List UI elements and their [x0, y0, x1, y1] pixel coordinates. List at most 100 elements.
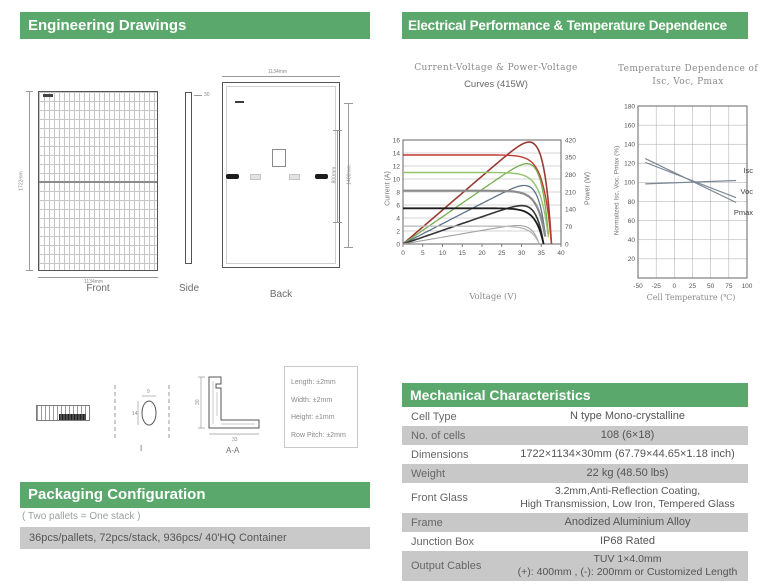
svg-text:10: 10: [393, 176, 401, 183]
spec-row: Weight 22 kg (48.50 lbs): [402, 464, 748, 483]
packaging-detail-bar: 36pcs/pallets, 72pcs/stack, 936pcs/ 40'H…: [20, 527, 370, 549]
svg-text:280: 280: [565, 172, 576, 179]
pv-curve-0: [402, 141, 553, 245]
svg-text:-50: -50: [633, 283, 643, 290]
spec-label: Cell Type: [411, 410, 457, 423]
mounting-mark-left: [250, 174, 261, 180]
svg-text:100: 100: [742, 283, 753, 290]
spec-label: Dimensions: [411, 448, 469, 461]
pv-curve-3: [402, 204, 545, 245]
svg-text:5: 5: [421, 250, 425, 257]
back-hole-outer-dimension-line: [348, 103, 349, 247]
spec-row: Frame Anodized Aluminium Alloy: [402, 513, 748, 532]
svg-text:350: 350: [565, 155, 576, 162]
back-width-dimension-line: [222, 76, 340, 77]
svg-text:14: 14: [393, 150, 401, 157]
tolerance-width: Width: ±2mm: [291, 396, 333, 404]
iv-curve-4: [403, 225, 540, 244]
svg-text:25: 25: [689, 283, 697, 290]
spec-label: Weight: [411, 467, 446, 480]
pallet-stack-drawing: [36, 405, 90, 421]
front-height-dimension: 1722mm: [18, 171, 25, 191]
side-view-label: Side: [178, 283, 199, 294]
dim-tick: [344, 247, 353, 248]
svg-text:35: 35: [538, 250, 546, 257]
svg-text:16: 16: [393, 137, 401, 144]
normalized-axis-label: Normalized Isc, Voc, Pmax (%): [613, 145, 621, 236]
back-view-label: Back: [269, 289, 293, 300]
spec-value: 22 kg (48.50 lbs): [586, 467, 669, 479]
spec-row: Front Glass 3.2mm,Anti-Reflection Coating…: [402, 483, 748, 513]
svg-text:180: 180: [624, 103, 635, 110]
current-axis-label: Current (A): [384, 171, 392, 206]
temp-y-axis-ticks: 20 40 60 80 100 120 140 160 180: [624, 103, 635, 263]
svg-text:420: 420: [565, 137, 576, 144]
svg-text:-25: -25: [651, 283, 661, 290]
temp-line-label-voc: Voc: [740, 187, 753, 196]
temperature-dependence-chart: 20 40 60 80 100 120 140 160 180 -50 -25 0 25 50 75 100 I…: [624, 103, 753, 290]
cable-connector-left: [226, 174, 239, 179]
mounting-hole-detail-drawing: 9 14 I: [114, 385, 170, 453]
svg-text:210: 210: [565, 189, 576, 196]
spec-row: Junction Box IP68 Rated: [402, 532, 748, 551]
iv-pv-curves-chart: 0 2 4 6 8 10 12 14 16 0 70 140 210 280 350 420 0 5 10 15 20 2…: [393, 137, 576, 257]
svg-text:40: 40: [557, 250, 565, 257]
svg-text:70: 70: [565, 224, 573, 231]
svg-text:8: 8: [396, 189, 400, 196]
dim-tick: [333, 130, 342, 131]
pallet-feet: [59, 414, 86, 420]
frame-cross-section-drawing: 30 33 A-A: [195, 376, 260, 455]
front-height-dimension-line: [29, 91, 30, 271]
tolerance-height: Height: ±1mm: [291, 414, 335, 421]
svg-text:2: 2: [396, 228, 400, 235]
svg-text:80: 80: [628, 199, 636, 206]
svg-text:12: 12: [393, 163, 401, 170]
svg-text:0: 0: [673, 283, 677, 290]
iv-curve-1: [403, 171, 550, 238]
temp-line-label-pmax: Pmax: [734, 208, 753, 217]
slot-width-dimension: 9: [147, 389, 150, 395]
svg-text:140: 140: [565, 207, 576, 214]
engineering-drawings-header: Engineering Drawings: [20, 12, 370, 39]
back-hole-outer-dimension: 1400mm: [346, 165, 353, 185]
iv-curve-0: [403, 154, 553, 245]
spec-row: Output Cables TUV 1×4.0mm (+): 400mm , (-)…: [402, 551, 748, 581]
temp-chart-title: Temperature Dependence of Isc, Voc, Pmax: [617, 64, 759, 87]
iv-chart-title: Current-Voltage & Power-Voltage: [414, 63, 578, 73]
svg-text:75: 75: [725, 283, 733, 290]
svg-text:10: 10: [439, 250, 447, 257]
spec-value: Anodized Aluminium Alloy: [564, 516, 691, 528]
tolerance-row-pitch: Row Pitch: ±2mm: [291, 431, 346, 439]
spec-row: Dimensions 1722×1134×30mm (67.79×44.65×1.…: [402, 445, 748, 464]
side-thickness-dimension: 30: [204, 92, 210, 98]
svg-text:25: 25: [498, 250, 506, 257]
spec-row: No. of cells 108 (6×18): [402, 426, 748, 445]
dim-tick: [333, 222, 342, 223]
temp-line-pmax: [645, 158, 737, 204]
junction-box-drawing: [272, 149, 286, 167]
spec-value: TUV 1×4.0mm (+): 400mm , (-): 200mm or Cu…: [517, 553, 738, 578]
back-width-dimension: 1134mm: [268, 69, 288, 75]
packaging-configuration-header: Packaging Configuration: [20, 482, 370, 508]
frame-profile-shape: [208, 376, 260, 429]
svg-text:50: 50: [707, 283, 715, 290]
section-view-label: A-A: [226, 446, 240, 455]
spec-value: 3.2mm,Anti-Reflection Coating, High Trans…: [520, 485, 735, 510]
mounting-slot-shape: [141, 400, 157, 426]
svg-text:60: 60: [628, 218, 636, 225]
svg-text:20: 20: [478, 250, 486, 257]
module-side-view-drawing: [185, 92, 192, 264]
electrical-performance-header: Electrical Performance & Temperature Dep…: [402, 12, 748, 39]
iv-left-axis-ticks: 0 2 4 6 8 10 12 14 16: [393, 137, 401, 248]
side-thickness-dimension-line: [194, 95, 202, 96]
pv-curve-1: [402, 163, 550, 245]
svg-text:15: 15: [459, 250, 467, 257]
packaging-note: ( Two pallets = One stack ): [22, 511, 141, 522]
voltage-axis-label: Voltage (V): [469, 292, 517, 302]
frame-foot-dimension: 33: [232, 437, 238, 443]
svg-text:100: 100: [624, 180, 635, 187]
temp-plot-border: [637, 105, 748, 279]
dim-tick: [26, 91, 33, 92]
svg-text:40: 40: [628, 237, 636, 244]
spec-value: 108 (6×18): [600, 429, 655, 441]
